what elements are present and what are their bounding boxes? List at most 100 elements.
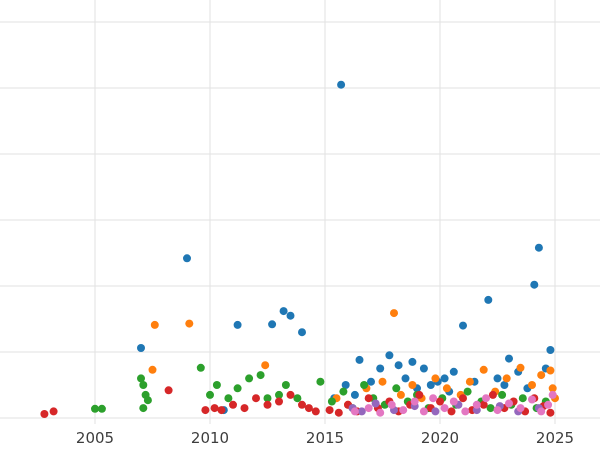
data-point-series-green [245,374,254,383]
data-point-series-blue [419,364,428,373]
data-point-series-green [263,394,272,403]
data-point-series-orange [479,365,488,374]
data-point-series-orange [396,390,405,399]
data-point-series-red [252,394,260,403]
data-point-series-red [49,407,58,416]
data-point-series-red [447,407,456,416]
data-point-series-red [325,406,334,415]
data-point-series-blue [440,374,449,383]
data-point-series-blue [449,367,458,376]
data-point-series-blue [376,364,385,373]
data-point-series-blue [183,254,191,263]
data-point-series-green [233,384,242,393]
data-point-series-green [91,404,99,413]
data-point-series-pink [548,390,557,399]
data-point-series-green [486,404,495,413]
data-point-series-orange [408,381,417,389]
data-point-series-green [316,377,325,386]
data-point-series-orange [442,384,451,393]
x-axis-tick-labels: 2005 2010 2015 2020 2025 [76,429,574,447]
data-point-series-pink [364,404,373,413]
data-point-series-green [498,390,507,399]
data-point-series-blue [350,390,359,399]
x-axis-tick-label: 2020 [421,429,459,447]
data-point-series-green [143,396,152,405]
data-point-series-blue [233,320,242,329]
data-point-series-red [201,406,210,415]
data-point-series-purple [371,399,380,408]
x-axis-tick-label: 2010 [191,429,229,447]
data-point-series-red [311,407,320,416]
data-point-series-pink [493,406,502,415]
data-point-series-red [286,390,295,399]
data-point-series-green [212,381,221,389]
data-point-series-blue [367,377,375,386]
data-point-series-orange [185,319,194,328]
data-point-series-pink [440,404,449,413]
data-point-series-red [304,404,313,413]
data-point-series-red [210,404,219,413]
data-point-series-pink [449,397,458,406]
data-point-series-orange [528,381,536,389]
data-point-series-orange [390,309,398,318]
data-point-series-blue [137,344,145,352]
data-point-series-pink [387,400,396,409]
data-point-series-purple [431,407,440,416]
data-point-series-green [196,363,205,372]
data-point-series-orange [502,374,511,383]
data-point-series-green [339,387,348,396]
data-points [40,80,559,418]
data-point-series-green [293,394,302,403]
data-point-series-green [360,381,369,389]
data-point-series-blue [341,381,350,389]
data-point-series-orange [261,361,270,370]
data-point-series-blue [279,307,288,316]
gridlines [0,0,600,424]
data-point-series-blue [385,351,394,360]
data-point-series-blue [500,381,509,389]
data-point-series-blue [484,295,493,304]
data-point-series-pink [528,395,536,404]
data-point-series-blue [546,346,555,354]
data-point-series-pink [410,397,419,406]
data-point-series-blue [530,280,539,289]
data-point-series-green [463,387,472,396]
data-point-series-pink [399,406,408,415]
data-point-series-blue [286,311,295,320]
data-point-series-blue [426,381,435,389]
data-point-series-blue [337,80,346,89]
data-point-series-green [281,381,290,389]
data-point-series-red [334,408,343,417]
data-point-series-green [224,394,233,403]
data-point-series-pink [472,400,481,409]
data-point-series-orange [150,320,159,329]
data-point-series-orange [548,384,557,393]
data-point-series-blue [401,374,410,383]
x-axis-tick-label: 2015 [306,429,344,447]
data-point-series-blue [534,243,543,252]
x-axis-tick-label: 2025 [536,429,574,447]
data-point-series-green [97,404,106,413]
data-point-series-blue [394,361,403,370]
data-point-series-orange [378,377,387,386]
data-point-series-orange [431,374,440,383]
data-point-series-red [240,404,249,413]
data-point-series-pink [429,394,438,403]
data-point-series-pink [544,400,553,409]
data-point-series-pink [505,399,513,408]
data-point-series-blue [459,321,467,330]
data-point-series-green [518,394,527,403]
data-point-series-blue [268,320,277,329]
data-point-series-blue [493,374,502,383]
data-point-series-red [479,400,488,409]
data-point-series-red [164,386,173,395]
data-point-series-red [415,390,424,399]
data-point-series-green [139,381,148,389]
data-point-series-orange [465,377,474,386]
data-point-series-pink [461,407,470,416]
data-point-series-red [436,397,444,406]
data-point-series-green [256,371,265,380]
data-point-series-green [206,390,214,399]
